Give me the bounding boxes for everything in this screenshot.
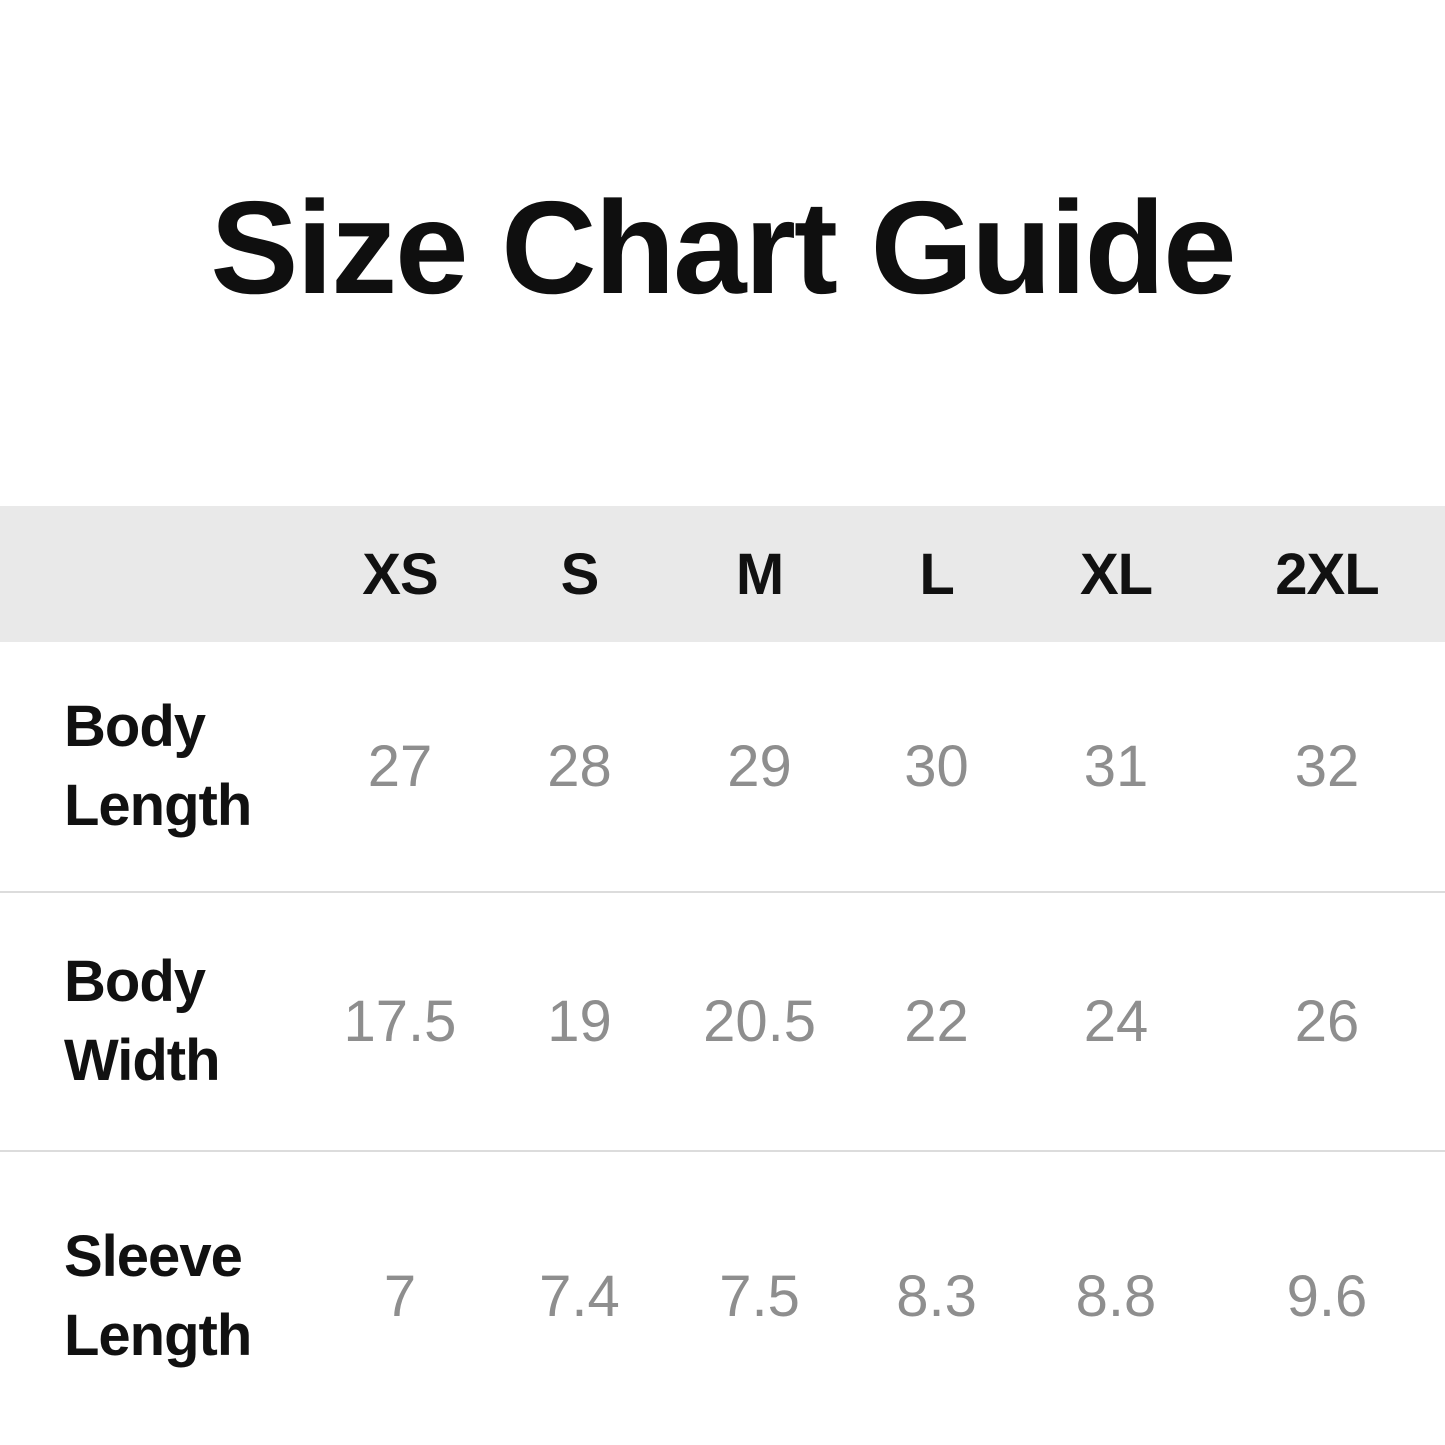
column-header-m: M <box>669 506 851 642</box>
column-header-s: S <box>489 506 670 642</box>
body-length-xl: 31 <box>1083 734 1149 799</box>
body-length-xs: 27 <box>367 734 433 799</box>
body-width-2xl: 26 <box>1294 989 1360 1054</box>
sleeve-length-xs: 7 <box>383 1264 417 1329</box>
page-title: Size Chart Guide <box>210 174 1236 321</box>
body-length-l: 30 <box>904 734 969 799</box>
row-label-sleeve-length: Sleeve Length <box>64 1224 252 1368</box>
sleeve-length-l: 8.3 <box>896 1264 977 1329</box>
body-length-m: 29 <box>727 734 792 799</box>
body-width-xl: 24 <box>1083 989 1149 1054</box>
size-header-row: XS S M L XL 2XL <box>0 506 1445 642</box>
row-label-body-length: Body Length <box>64 694 252 838</box>
row-sleeve-length: Sleeve Length 7 7.4 7.5 8.3 8.8 9.6 <box>0 1151 1445 1441</box>
body-width-s: 19 <box>547 989 612 1054</box>
body-length-s: 28 <box>547 734 612 799</box>
column-header-xs: XS <box>309 506 490 642</box>
body-width-l: 22 <box>904 989 969 1054</box>
body-length-2xl: 32 <box>1294 734 1360 799</box>
sleeve-length-m: 7.5 <box>719 1264 800 1329</box>
sleeve-length-xl: 8.8 <box>1075 1264 1157 1329</box>
row-body-width: Body Width 17.5 19 20.5 22 24 26 <box>0 892 1445 1151</box>
sleeve-length-2xl: 9.6 <box>1286 1264 1368 1329</box>
body-width-xs: 17.5 <box>343 989 457 1054</box>
column-header-xl: XL <box>1023 506 1209 642</box>
column-header-2xl: 2XL <box>1208 506 1445 642</box>
header-empty-cell <box>0 506 310 642</box>
column-header-l: L <box>850 506 1024 642</box>
sleeve-length-s: 7.4 <box>539 1264 620 1329</box>
body-width-m: 20.5 <box>703 989 816 1054</box>
row-body-length: Body Length 27 28 29 30 31 32 <box>0 642 1445 892</box>
size-chart-table: XS S M L XL 2XL Body Length 27 28 29 30 … <box>0 506 1445 1441</box>
row-label-body-width: Body Width <box>64 949 221 1093</box>
